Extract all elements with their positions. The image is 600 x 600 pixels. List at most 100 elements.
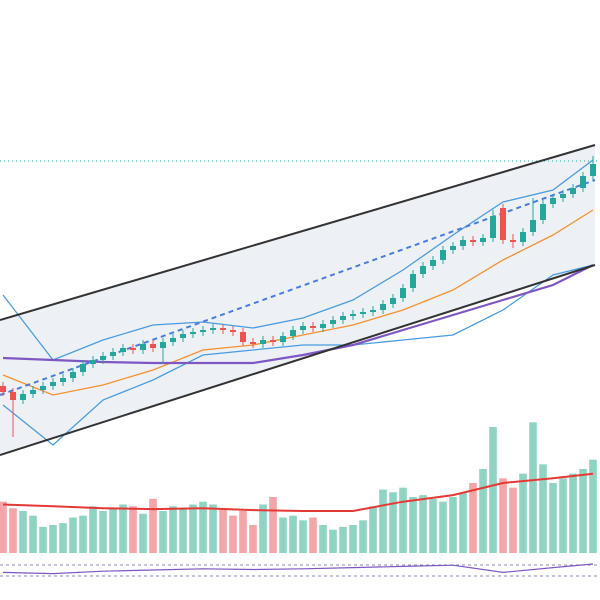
overlay-line xyxy=(2,264,594,446)
volume-bar xyxy=(209,504,217,553)
channel-fill xyxy=(0,145,595,455)
volume-bar xyxy=(239,511,247,553)
candle-body xyxy=(430,260,436,266)
candle-body xyxy=(80,364,86,372)
volume-bar xyxy=(139,513,147,553)
volume-bar xyxy=(159,511,167,553)
volume-bar xyxy=(519,473,527,553)
volume-bar xyxy=(289,515,297,553)
candle-body xyxy=(290,330,296,336)
candle-body xyxy=(440,250,446,260)
candle-body xyxy=(310,326,316,328)
candle-body xyxy=(510,240,516,242)
candle-body xyxy=(390,298,396,304)
volume-bar xyxy=(549,483,557,553)
candle-body xyxy=(410,274,416,288)
candle-body xyxy=(590,164,596,176)
candle-body xyxy=(100,356,106,360)
candle-body xyxy=(580,176,586,188)
candle-body xyxy=(70,372,76,378)
overlay-line xyxy=(0,179,596,396)
candle-body xyxy=(120,348,126,352)
candle-body xyxy=(520,232,526,242)
overlay-line xyxy=(2,209,594,396)
volume-bar xyxy=(39,526,47,553)
candle-body xyxy=(320,324,326,328)
candle-body xyxy=(470,240,476,242)
candle-body xyxy=(450,246,456,250)
candle-body xyxy=(300,326,306,330)
candle-body xyxy=(230,330,236,332)
candle-body xyxy=(380,304,386,310)
volume-bar xyxy=(489,427,497,553)
volume-bar xyxy=(179,508,187,553)
candle-body xyxy=(540,204,546,220)
candle-body xyxy=(330,320,336,324)
volume-bar xyxy=(109,508,117,553)
candle-body xyxy=(360,312,366,314)
candle-body xyxy=(350,314,356,316)
volume-bar xyxy=(429,498,437,553)
volume-bar xyxy=(409,497,417,553)
volume-bar xyxy=(129,506,137,553)
overlay-line xyxy=(0,264,596,456)
candle-body xyxy=(480,238,486,242)
candle-body xyxy=(0,386,6,392)
volume-bar xyxy=(539,464,547,553)
overlay-line xyxy=(2,159,594,361)
volume-bar xyxy=(69,517,77,553)
candle-body xyxy=(420,266,426,274)
candle-body xyxy=(370,310,376,312)
volume-bar xyxy=(19,511,27,553)
volume-bar xyxy=(279,517,287,553)
volume-bar xyxy=(319,525,327,553)
volume-bar xyxy=(89,506,97,553)
volume-bar xyxy=(9,508,17,553)
volume-bar xyxy=(509,487,517,553)
candle-body xyxy=(20,394,26,400)
volume-bar xyxy=(269,497,277,553)
candle-body xyxy=(570,188,576,194)
volume-bar xyxy=(329,529,337,553)
volume-bar xyxy=(369,506,377,553)
candle-body xyxy=(40,386,46,390)
volume-bar xyxy=(119,504,127,553)
volume-bar xyxy=(309,517,317,553)
volume-bar xyxy=(189,504,197,553)
volume-bar xyxy=(499,478,507,553)
volume-bar xyxy=(29,515,37,553)
volume-bar xyxy=(79,515,87,553)
candle-body xyxy=(280,336,286,342)
volume-bar xyxy=(149,498,157,553)
volume-bar xyxy=(259,504,267,553)
candle-body xyxy=(160,342,166,348)
candle-body xyxy=(30,390,36,394)
candle-body xyxy=(530,220,536,232)
candle-body xyxy=(260,340,266,344)
volume-bar xyxy=(479,469,487,553)
volume-bar xyxy=(569,473,577,553)
candle-body xyxy=(210,328,216,330)
candle-body xyxy=(550,198,556,204)
volume-bar xyxy=(339,526,347,553)
candle-body xyxy=(50,382,56,386)
candle-body xyxy=(400,288,406,298)
volume-bar xyxy=(199,501,207,553)
candle-body xyxy=(270,340,276,342)
volume-bar xyxy=(449,497,457,553)
volume-bar xyxy=(399,487,407,553)
volume-bar xyxy=(229,515,237,553)
candle-body xyxy=(180,334,186,338)
candle-body xyxy=(60,378,66,382)
volume-bar xyxy=(0,501,7,553)
volume-bar xyxy=(579,469,587,553)
oscillator-line xyxy=(2,563,594,575)
candle-body xyxy=(220,328,226,330)
volume-bar xyxy=(459,492,467,553)
candle-body xyxy=(460,240,466,246)
candle-body xyxy=(190,332,196,334)
candle-body xyxy=(250,342,256,344)
candle-body xyxy=(200,330,206,332)
candle-body xyxy=(10,392,16,400)
